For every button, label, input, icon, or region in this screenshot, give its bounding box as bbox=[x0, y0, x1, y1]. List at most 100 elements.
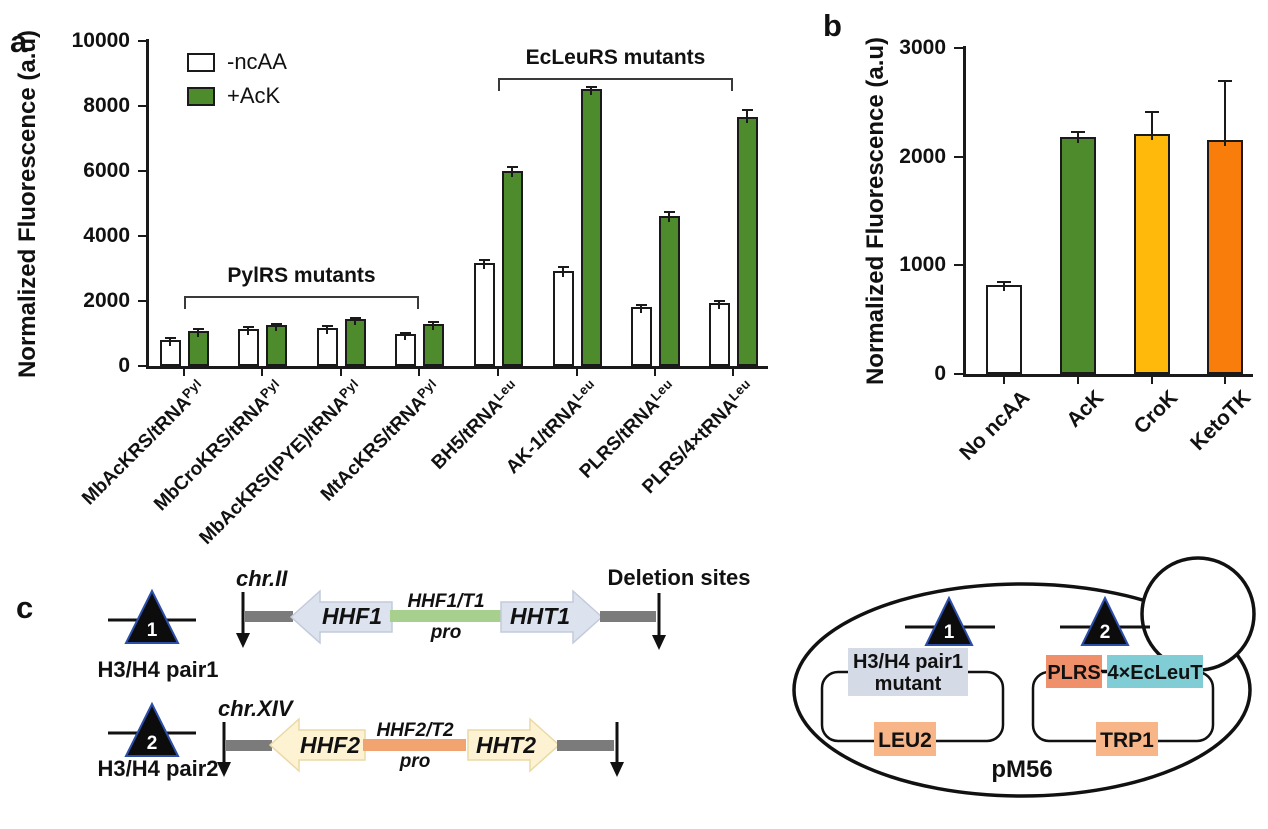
error-bar-b bbox=[1003, 281, 1005, 291]
site1-pair-label: H3/H4 pair1 bbox=[97, 657, 218, 682]
x-tick-a bbox=[576, 369, 578, 376]
group-bracket-label-0: PylRS mutants bbox=[227, 264, 376, 288]
group-bracket-1 bbox=[498, 78, 733, 92]
site2-left-deletion-arrowhead-icon bbox=[217, 762, 231, 777]
error-bar-cap-a bbox=[713, 299, 725, 302]
promoter-label-1: HHF1/T1 bbox=[407, 591, 484, 612]
y-tick-a bbox=[138, 365, 146, 367]
error-bar-cap-a bbox=[192, 327, 204, 330]
error-bar-cap-b bbox=[1218, 79, 1232, 82]
y-axis-b bbox=[963, 46, 966, 376]
x-category-base: MbAcKRS(IPYE)/tRNA bbox=[195, 392, 353, 549]
error-bar-a bbox=[718, 300, 720, 309]
y-axis-title-b: Normalized Fluorescence (a.u) bbox=[862, 36, 889, 386]
y-tick-label-a: 4000 bbox=[83, 224, 130, 247]
error-bar-cap-a bbox=[349, 316, 361, 319]
legend-label--ncAA: -ncAA bbox=[227, 49, 287, 74]
x-category-base: CroK bbox=[1129, 386, 1183, 439]
error-bar-a bbox=[247, 327, 249, 336]
x-category-base: BH5/tRNA bbox=[427, 394, 507, 474]
promoter-bar-1 bbox=[390, 610, 502, 622]
x-tick-b bbox=[1224, 377, 1226, 384]
error-bar-b bbox=[1224, 80, 1226, 147]
error-bar-cap-a bbox=[506, 166, 518, 169]
error-bar-b bbox=[1151, 112, 1153, 140]
group-bracket-label-1: EcLeuRS mutants bbox=[525, 46, 706, 70]
site1-right-deletion-arrowhead-icon bbox=[652, 635, 666, 650]
y-tick-label-b: 1000 bbox=[899, 253, 946, 277]
bar-a-s1-c6 bbox=[658, 215, 680, 366]
yeast-bud-outline bbox=[1140, 556, 1256, 672]
error-bar-cap-a bbox=[399, 331, 411, 334]
plrs-label: PLRS bbox=[1047, 662, 1100, 684]
y-tick-a bbox=[138, 300, 146, 302]
error-bar-a bbox=[562, 267, 564, 278]
y-tick-a bbox=[138, 170, 146, 172]
x-category-base: AcK bbox=[1062, 386, 1109, 432]
gene-label-hhf1: HHF1 bbox=[322, 603, 382, 629]
construct-diagram: 1 H3/H4 pair1 chr.II HHF1 HHF1/T1 pro HH… bbox=[97, 556, 1256, 798]
x-tick-a bbox=[497, 369, 499, 376]
error-bar-cap-b bbox=[997, 280, 1011, 283]
h3h4-mutant-box-line1: H3/H4 pair1 bbox=[853, 651, 963, 673]
h3h4-mutant-box bbox=[848, 648, 968, 696]
error-bar-a bbox=[746, 109, 748, 124]
x-tick-a bbox=[654, 369, 656, 376]
error-bar-cap-b bbox=[1145, 111, 1159, 114]
error-bar-a bbox=[668, 211, 670, 222]
y-tick-b bbox=[954, 155, 963, 158]
x-tick-b bbox=[1003, 377, 1005, 384]
gene-label-hhf2: HHF2 bbox=[300, 732, 360, 758]
site1-chromosome-bar-right bbox=[600, 611, 656, 622]
error-bar-cap-a bbox=[427, 321, 439, 324]
leu2-box bbox=[874, 722, 936, 756]
gene-label-hht1: HHT1 bbox=[510, 603, 570, 629]
group-bracket-0 bbox=[184, 296, 419, 310]
site2-chromosome-bar-right bbox=[557, 740, 614, 751]
site1-triangle-icon bbox=[124, 588, 180, 644]
y-tick-label-a: 8000 bbox=[83, 94, 130, 117]
site2-triangle-icon bbox=[124, 701, 180, 757]
x-tick-a bbox=[418, 369, 420, 376]
error-bar-a bbox=[483, 260, 485, 269]
error-bar-cap-a bbox=[164, 337, 176, 340]
bar-a-s1-c2 bbox=[344, 319, 366, 366]
error-bar-a bbox=[169, 338, 171, 346]
trp1-box bbox=[1096, 722, 1158, 756]
bar-a-s1-c4 bbox=[501, 171, 523, 366]
error-bar-a bbox=[197, 328, 199, 337]
error-bar-a bbox=[275, 324, 277, 332]
x-tick-a bbox=[261, 369, 263, 376]
site1-left-deletion-arrowhead-icon bbox=[236, 633, 250, 648]
error-bar-cap-b bbox=[1071, 131, 1085, 134]
deletion-sites-label: Deletion sites bbox=[607, 565, 750, 590]
error-bar-cap-a bbox=[635, 303, 647, 306]
bar-a-s0-c7 bbox=[708, 302, 730, 366]
gene-label-hht2: HHT2 bbox=[476, 732, 536, 758]
y-tick-a bbox=[138, 235, 146, 237]
error-bar-a bbox=[590, 87, 592, 96]
plasmid2-triangle-icon bbox=[1080, 595, 1130, 646]
error-bar-b bbox=[1077, 132, 1079, 144]
gene-arrow-hht1 bbox=[500, 589, 604, 645]
y-tick-label-a: 2000 bbox=[83, 289, 130, 312]
y-tick-label-b: 3000 bbox=[899, 36, 946, 59]
bar-a-s0-c4 bbox=[473, 262, 495, 366]
error-bar-a bbox=[404, 332, 406, 341]
panel-c-label: c bbox=[16, 590, 34, 625]
site2-chromosome-bar-left bbox=[226, 740, 272, 751]
y-axis-title-a: Normalized Fluorescence (a.u) bbox=[14, 29, 41, 379]
panel-b-label: b bbox=[823, 8, 842, 43]
site2-triangle-number: 2 bbox=[147, 733, 158, 754]
promoter-sublabel-2: pro bbox=[399, 751, 431, 772]
y-tick-b bbox=[954, 264, 963, 267]
promoter-label-2: HHF2/T2 bbox=[376, 720, 454, 741]
legend-label-+AcK: +AcK bbox=[227, 83, 281, 108]
h3h4-mutant-box-line2: mutant bbox=[875, 673, 942, 695]
bar-b-s0-c2 bbox=[1134, 133, 1170, 374]
site2-right-deletion-arrowhead-icon bbox=[610, 762, 624, 777]
bar-b-s0-c3 bbox=[1207, 140, 1243, 374]
promoter-sublabel-1: pro bbox=[430, 622, 462, 643]
y-tick-a bbox=[138, 105, 146, 107]
